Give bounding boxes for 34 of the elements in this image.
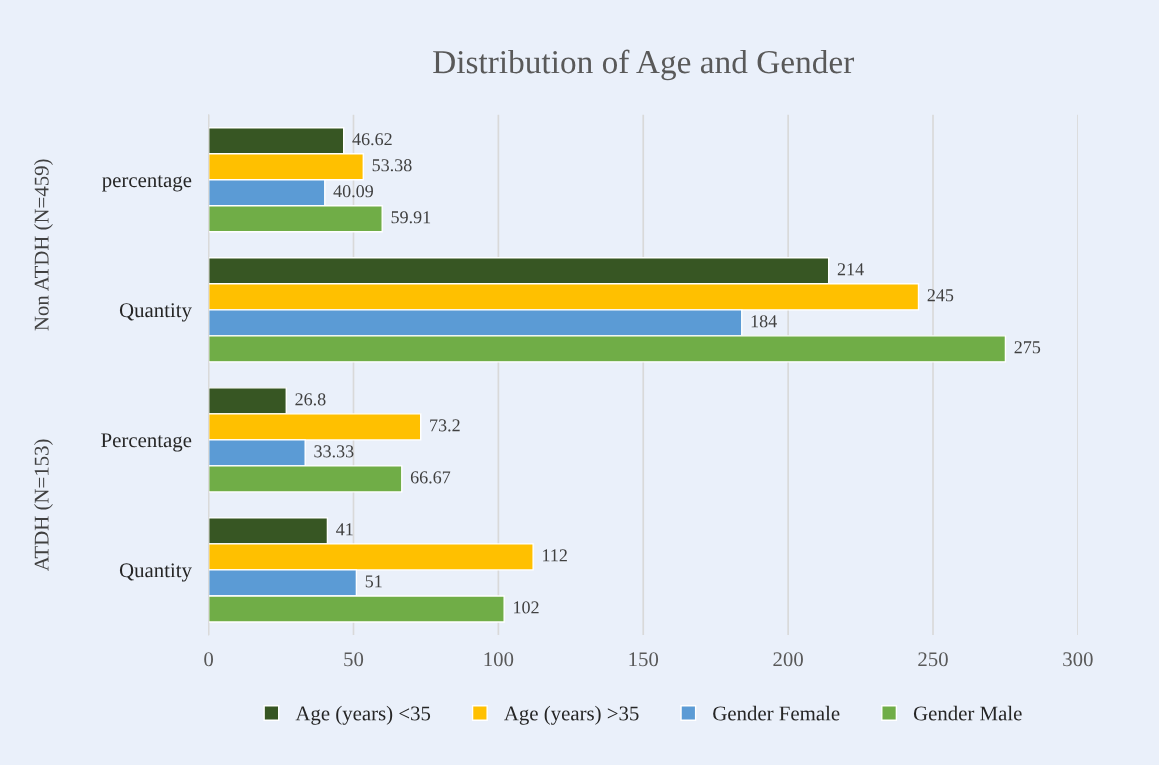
y-tick-label: percentage bbox=[102, 175, 192, 192]
x-tick-label: 250 bbox=[918, 652, 948, 667]
data-label: 40.09 bbox=[333, 185, 373, 198]
data-label: 41 bbox=[336, 523, 353, 536]
data-label: 66.67 bbox=[410, 471, 451, 484]
data-label: 214 bbox=[837, 263, 864, 276]
data-label: 33.33 bbox=[314, 445, 354, 458]
text: Non ATDH (N=459) bbox=[34, 159, 53, 331]
x-tick-label: 50 bbox=[344, 652, 364, 667]
data-label: 275 bbox=[1014, 341, 1041, 354]
data-label: 53.38 bbox=[372, 159, 412, 172]
x-tick-label: 300 bbox=[1063, 652, 1093, 667]
data-label: 59.91 bbox=[391, 211, 431, 224]
data-label: 184 bbox=[751, 315, 777, 328]
y-tick-label: Quantity bbox=[119, 563, 192, 582]
data-label: 26.8 bbox=[295, 393, 326, 406]
text: ATDH (N=153) bbox=[34, 439, 53, 572]
x-tick-label: 200 bbox=[773, 652, 803, 667]
legend-label: Age (years) <35 bbox=[295, 705, 431, 725]
chart-title: Distribution of Age and Gender bbox=[433, 49, 855, 81]
x-tick-label: 100 bbox=[484, 652, 514, 667]
data-label: 46.62 bbox=[352, 133, 392, 146]
data-label: 51 bbox=[365, 575, 382, 588]
x-tick-label: 150 bbox=[629, 652, 659, 667]
data-label: 73.2 bbox=[430, 419, 460, 432]
legend-label: Gender Male bbox=[913, 705, 1022, 721]
data-label: 112 bbox=[543, 549, 567, 562]
legend-label: Gender Female bbox=[713, 705, 840, 721]
y-tick-label: Percentage bbox=[101, 433, 192, 452]
legend-label: Age (years) >35 bbox=[504, 705, 639, 725]
data-label: 102 bbox=[514, 601, 539, 614]
data-label: 245 bbox=[927, 289, 954, 302]
x-tick-label: 0 bbox=[204, 652, 214, 667]
y-tick-label: Quantity bbox=[119, 303, 192, 322]
